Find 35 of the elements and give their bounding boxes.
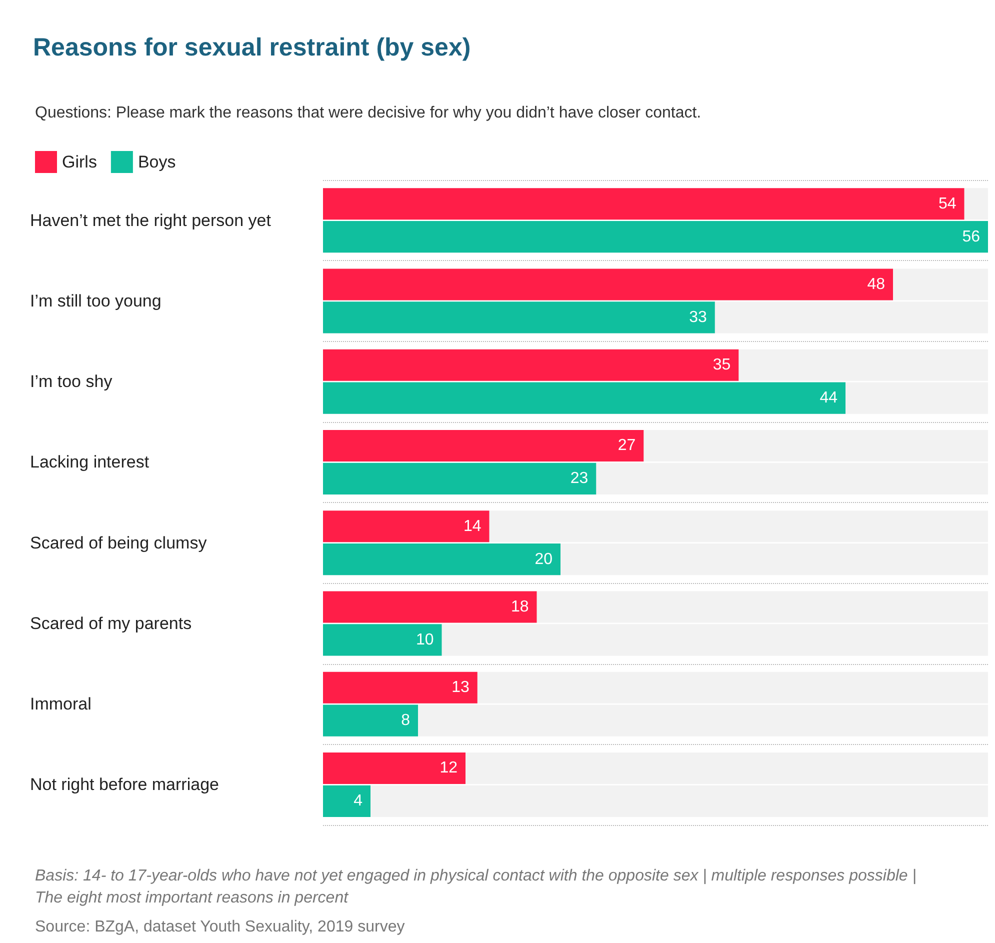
legend-label: Boys [138, 152, 176, 172]
bar [323, 752, 466, 784]
data-label: 48 [867, 276, 886, 293]
data-label: 14 [463, 518, 482, 535]
y-tick-label: I’m still too young [30, 291, 162, 310]
data-label: 13 [452, 679, 470, 696]
data-label: 27 [618, 437, 636, 454]
data-label: 56 [962, 228, 980, 246]
chart-subtitle: Questions: Please mark the reasons that were decisive for why you didn’t have closer contact. [35, 104, 702, 122]
data-label: 12 [440, 760, 458, 777]
source-note: Source: BZgA, dataset Youth Sexuality, 2019 survey [35, 918, 405, 936]
y-tick-label: Not right before marriage [30, 775, 219, 794]
y-tick-label: Immoral [30, 694, 92, 714]
y-tick-label: Lacking interest [30, 452, 150, 472]
y-tick-label: I’m too shy [30, 372, 113, 392]
data-label: 23 [570, 470, 588, 488]
data-label: 44 [820, 390, 838, 407]
data-label: 20 [534, 550, 553, 568]
data-label: 33 [689, 308, 707, 326]
data-label: 35 [712, 356, 731, 374]
y-tick-label: Scared of my parents [30, 614, 192, 633]
bar [323, 624, 442, 656]
legend-label: Girls [62, 152, 97, 172]
bar [323, 785, 370, 817]
text: Basis: 14- to 17-year-olds who have not yet engaged in physical contact with the opposite sex | multiple responses possible | The eight most important reasons in percent [35, 868, 921, 906]
data-label: 4 [354, 792, 363, 810]
data-label: 18 [510, 598, 529, 616]
data-label: 8 [401, 712, 410, 730]
bar [323, 704, 418, 736]
data-label: 10 [416, 631, 434, 648]
bar [323, 672, 478, 704]
y-tick-label: Scared of being clumsy [30, 533, 208, 552]
chart-title: Reasons for sexual restraint (by sex) [33, 34, 471, 62]
data-label: 54 [938, 195, 956, 212]
y-tick-label: Haven’t met the right person yet [30, 210, 272, 230]
